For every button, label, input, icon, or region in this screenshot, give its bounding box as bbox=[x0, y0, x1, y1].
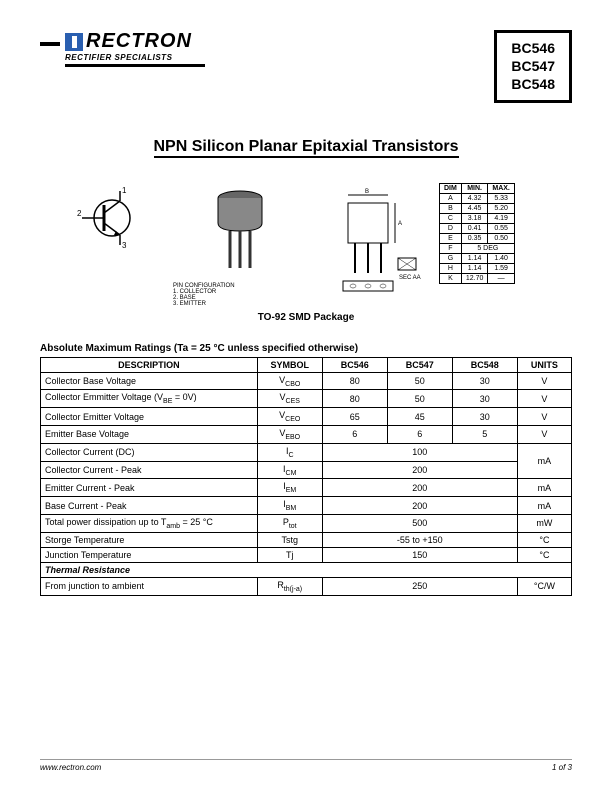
pin-config: PIN CONFIGURATION 1. COLLECTOR 2. BASE 3… bbox=[173, 283, 306, 307]
svg-text:B: B bbox=[365, 189, 369, 195]
brand-text: RECTRON bbox=[86, 30, 192, 53]
svg-text:A: A bbox=[398, 221, 402, 227]
ratings-table: DESCRIPTIONSYMBOLBC546BC547BC548UNITSCol… bbox=[40, 357, 572, 596]
footer-page: 1 of 3 bbox=[552, 763, 572, 772]
page-title: NPN Silicon Planar Epitaxial Transistors bbox=[154, 138, 459, 158]
part-2: BC548 bbox=[511, 75, 555, 93]
svg-text:SEC AA: SEC AA bbox=[399, 275, 421, 281]
dimension-drawing: B A SEC AA bbox=[306, 183, 439, 298]
logo-block: RECTRON RECTIFIER SPECIALISTS bbox=[40, 30, 205, 67]
footer: www.rectron.com 1 of 3 bbox=[0, 759, 612, 772]
schematic-symbol: 1 2 3 bbox=[40, 183, 173, 258]
brand-icon bbox=[65, 33, 83, 51]
svg-text:2: 2 bbox=[77, 209, 82, 218]
part-0: BC546 bbox=[511, 39, 555, 57]
svg-text:1: 1 bbox=[122, 186, 127, 195]
package-drawing: PIN CONFIGURATION 1. COLLECTOR 2. BASE 3… bbox=[173, 183, 306, 307]
part-1: BC547 bbox=[511, 57, 555, 75]
figures-row: 1 2 3 PIN CONFIGURATION 1. COLLECTOR 2. … bbox=[40, 183, 572, 307]
part-number-box: BC546 BC547 BC548 bbox=[494, 30, 572, 103]
tagline: RECTIFIER SPECIALISTS bbox=[65, 53, 205, 67]
dimension-table: DIMMIN.MAX.A4.325.33B4.455.20C3.184.19D0… bbox=[439, 183, 572, 284]
brand: RECTRON bbox=[65, 30, 205, 53]
ratings-title: Absolute Maximum Ratings (Ta = 25 °C unl… bbox=[40, 343, 572, 354]
package-caption: TO-92 SMD Package bbox=[40, 312, 572, 323]
header: RECTRON RECTIFIER SPECIALISTS BC546 BC54… bbox=[40, 30, 572, 103]
footer-url: www.rectron.com bbox=[40, 763, 101, 772]
svg-text:3: 3 bbox=[122, 241, 127, 250]
